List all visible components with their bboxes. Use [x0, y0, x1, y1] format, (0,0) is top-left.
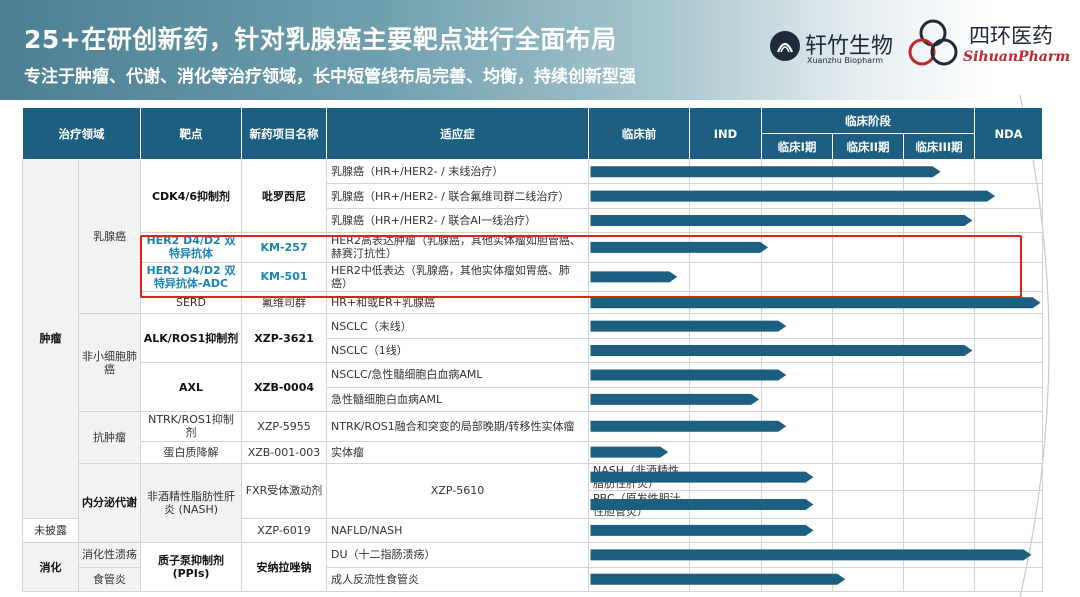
table-row: 未披露 XZP-6019 NAFLD/NASH: [22, 517, 1044, 544]
table-row: 消化 消化性溃疡 质子泵抑制剂 (PPIs) 安纳拉唑钠 DU（十二指肠溃疡）: [22, 542, 1044, 592]
drug-cell: XZP-3621: [241, 313, 327, 364]
drug-cell: 安纳拉唑钠: [241, 542, 327, 592]
subarea-cell: 非酒精性脂肪性肝炎 (NASH): [140, 462, 242, 544]
area-cell: 肿瘤: [22, 159, 79, 519]
target-cell: HER2 D4/D2 双特异抗体-ADC: [140, 261, 242, 293]
target-cell: ALK/ROS1抑制剂: [140, 313, 242, 364]
indication-cell: 成人反流性食管炎: [326, 566, 589, 593]
table-row: 蛋白质降解 XZB-001-003 实体瘤: [23, 440, 1044, 464]
sihuan-name: 四环医药: [969, 24, 1053, 48]
col-header-indication: 适应症: [326, 107, 589, 160]
table-row: 抗肿瘤 NTRK/ROS1抑制剂 XZP-5955 NTRK/ROS1融合和突变…: [23, 411, 1044, 464]
indication-cell: 乳腺癌（HR+/HER2- / 联合AI一线治疗）: [326, 207, 589, 234]
target-cell: 未披露: [22, 517, 79, 544]
col-header-phase2: 临床II期: [832, 133, 904, 160]
col-header-drug: 新药项目名称: [241, 107, 327, 160]
drug-cell: KM-501: [241, 261, 327, 293]
subarea-cell: 乳腺癌: [78, 158, 141, 315]
drug-cell: XZB-001-003: [241, 440, 327, 464]
col-header-target: 靶点: [140, 107, 242, 160]
col-header-nda: NDA: [974, 107, 1044, 160]
drug-cell: XZB-0004: [241, 362, 327, 413]
page-title: 25+在研创新药，针对乳腺癌主要靶点进行全面布局: [24, 25, 617, 54]
indication-cell: 急性髓细胞白血病AML: [326, 386, 589, 413]
subarea-cell: 食管炎: [78, 566, 141, 593]
target-cell: CDK4/6抑制剂: [140, 158, 242, 234]
area-cell: 消化: [22, 542, 79, 592]
sihuan-logo: 四环医药 SihuanPharm: [905, 16, 1070, 76]
sihuan-rings-icon: [908, 19, 958, 66]
xuanzhu-name: 轩竹生物: [805, 34, 894, 59]
table-row: 非小细胞肺癌 ALK/ROS1抑制剂 XZP-3621 NSCLC（末线）: [23, 313, 1044, 413]
xuanzhu-emblem-icon: [770, 31, 800, 61]
indication-cell: NTRK/ROS1融合和突变的局部晚期/转移性实体瘤: [326, 411, 589, 442]
title-banner: 25+在研创新药，针对乳腺癌主要靶点进行全面布局 专注于肿瘤、代谢、消化等治疗领…: [0, 0, 1080, 100]
indication-cell: 乳腺癌（HR+/HER2- / 联合氟维司群二线治疗）: [326, 183, 589, 209]
drug-cell: 吡罗西尼: [241, 158, 327, 234]
col-header-phase1: 临床I期: [761, 133, 833, 160]
indication-cell: NAFLD/NASH: [326, 517, 589, 544]
table-row: 内分泌代谢 非酒精性脂肪性肝炎 (NASH) FXR受体激动剂 XZP-5610…: [23, 462, 1044, 544]
col-header-ind: IND: [689, 107, 762, 160]
target-cell: FXR受体激动剂: [241, 462, 327, 519]
indication-cell: NSCLC/急性髓细胞白血病AML: [326, 362, 589, 388]
indication-cell: 乳腺癌（HR+/HER2- / 末线治疗）: [326, 158, 589, 185]
col-header-phase3: 临床III期: [902, 133, 976, 160]
xuanzhu-en-name: Xuanzhu Biopharm: [807, 56, 884, 65]
highlight-box: [140, 235, 1022, 298]
target-cell: 质子泵抑制剂 (PPIs): [140, 542, 242, 592]
target-cell: AXL: [140, 362, 242, 413]
subarea-cell: 消化性溃疡: [78, 542, 141, 568]
pipeline-table: 治疗领域 靶点 新药项目名称 适应症 临床前 IND 临床阶段 NDA 临床I期…: [22, 107, 1044, 593]
xuanzhu-logo: 轩竹生物 Xuanzhu Biopharm: [769, 30, 893, 66]
indication-cell: 实体瘤: [326, 440, 589, 464]
target-cell: 蛋白质降解: [140, 440, 242, 464]
indication-cell: NASH（非酒精性脂肪性肝炎）: [588, 462, 690, 492]
drug-cell: XZP-5955: [241, 411, 327, 442]
table-row: AXL XZB-0004 NSCLC/急性髓细胞白血病AML: [23, 362, 1044, 413]
subarea-cell: 抗肿瘤: [78, 411, 141, 464]
area-cell: 内分泌代谢: [78, 462, 141, 544]
indication-cell: DU（十二指肠溃疡）: [326, 542, 589, 568]
col-header-preclinical: 临床前: [588, 107, 690, 160]
drug-cell: XZP-5610: [326, 462, 589, 519]
table-row: 肿瘤 乳腺癌 CDK4/6抑制剂 吡罗西尼 乳腺癌（HR+/HER2- / 末线…: [22, 158, 1044, 519]
target-cell: NTRK/ROS1抑制剂: [140, 411, 242, 442]
col-header-clinical: 临床阶段: [760, 107, 976, 134]
col-header-area: 治疗领域: [22, 107, 141, 160]
indication-cell: PBC（原发性胆汁性胆管炎）: [588, 490, 690, 519]
sihuan-en-name: SihuanPharm: [963, 49, 1071, 65]
drug-cell: XZP-6019: [241, 517, 327, 544]
indication-cell: NSCLC（1线）: [326, 337, 589, 364]
indication-cell: NSCLC（末线）: [326, 313, 589, 339]
page-subtitle: 专注于肿瘤、代谢、消化等治疗领域，长中短管线布局完善、均衡，持续创新型强: [24, 67, 636, 87]
subarea-cell: 非小细胞肺癌: [78, 313, 141, 413]
indication-cell: HER2中低表达（乳腺癌，其他实体瘤如胃癌、肺癌）: [326, 261, 589, 293]
table-row: 食管炎 成人反流性食管炎: [23, 566, 1044, 593]
